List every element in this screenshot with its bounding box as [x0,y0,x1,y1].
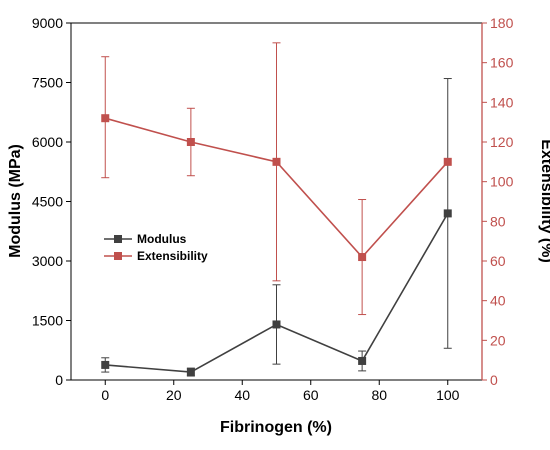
y2-tick-label: 100 [490,174,514,190]
x-tick-label: 40 [234,387,250,403]
x-axis-label: Fibrinogen (%) [220,419,332,436]
x-tick-label: 80 [371,387,387,403]
y-axis-label: Modulus (MPa) [7,144,24,258]
x-tick-label: 20 [166,387,182,403]
data-point-extensibility [443,157,452,166]
y-tick-label: 6000 [32,134,63,150]
data-point-modulus [358,356,367,365]
y-tick-label: 1500 [32,313,63,329]
x-tick-label: 0 [101,387,109,403]
data-point-modulus [272,320,281,329]
data-point-modulus [186,368,195,377]
y-tick-label: 4500 [32,194,63,210]
legend-label-extensibility: Extensibility [137,249,208,263]
legend: Modulus Extensibility [104,232,208,263]
data-point-extensibility [358,253,367,262]
y2-tick-label: 120 [490,134,514,150]
legend-marker-extensibility [114,252,122,260]
y2-tick-label: 40 [490,293,506,309]
y2-tick-label: 60 [490,253,506,269]
y2-tick-label: 20 [490,332,506,348]
axes-layer: 0 20 40 60 80 100 0 1500 3000 4500 6000 7500 9000 0 20… [32,15,514,403]
y2-tick-label: 140 [490,94,514,110]
data-point-extensibility [186,138,195,146]
data-point-extensibility [272,157,281,166]
y-tick-label: 7500 [32,75,63,91]
x-tick-label: 100 [436,387,460,403]
y2-tick-label: 80 [490,213,506,229]
y2-tick-label: 180 [490,15,514,31]
markers-layer [101,114,452,377]
x-tick-label: 60 [303,387,319,403]
y-tick-label: 3000 [32,253,63,269]
data-point-extensibility [101,114,110,123]
y-tick-label: 9000 [32,15,63,31]
data-point-modulus [101,360,110,369]
legend-marker-modulus [114,235,122,243]
y2-tick-label: 0 [490,372,498,388]
y2-axis-label: Extensibility (%) [538,139,550,263]
data-point-modulus [443,209,452,218]
legend-label-modulus: Modulus [137,232,187,246]
y-tick-label: 0 [55,372,63,388]
y2-tick-label: 160 [490,55,514,71]
